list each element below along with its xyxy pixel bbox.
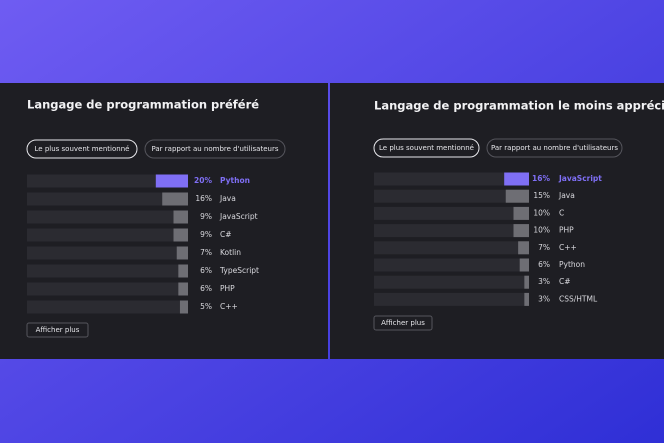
page: {"chart_data": [ {"type": "bar", "title"… bbox=[0, 0, 664, 443]
category-label: PHP bbox=[220, 284, 235, 293]
category-label: Kotlin bbox=[220, 248, 241, 257]
value-label: 5% bbox=[200, 302, 212, 311]
category-label: PHP bbox=[559, 226, 574, 235]
bar-track bbox=[27, 211, 188, 224]
value-label: 10% bbox=[533, 226, 550, 235]
bar bbox=[178, 265, 188, 278]
screenshot: Langage de programmation préféré Le plus … bbox=[0, 0, 664, 443]
value-label: 16% bbox=[195, 194, 212, 203]
bar-track bbox=[374, 259, 529, 272]
value-label: 10% bbox=[533, 208, 550, 217]
bar bbox=[524, 276, 529, 289]
value-label: 15% bbox=[533, 191, 550, 200]
value-label: 16% bbox=[532, 174, 550, 183]
category-label: JavaScript bbox=[219, 212, 258, 221]
value-label: 3% bbox=[538, 277, 550, 286]
category-label: C bbox=[559, 208, 564, 217]
value-label: 9% bbox=[200, 230, 212, 239]
value-label: 9% bbox=[200, 212, 212, 221]
category-label: C++ bbox=[559, 243, 577, 252]
value-label: 7% bbox=[200, 248, 212, 257]
tab-label[interactable]: Le plus souvent mentionné bbox=[35, 145, 130, 153]
button-label[interactable]: Afficher plus bbox=[381, 319, 425, 327]
bar bbox=[180, 301, 188, 314]
panel bbox=[330, 83, 664, 359]
bar-track bbox=[27, 229, 188, 242]
value-label: 7% bbox=[538, 243, 550, 252]
bar-track bbox=[374, 207, 529, 220]
bar-track bbox=[27, 265, 188, 278]
chart-title: Langage de programmation préféré bbox=[27, 98, 259, 112]
category-label: JavaScript bbox=[558, 174, 602, 183]
chart-title: Langage de programmation le moins appréc… bbox=[374, 99, 664, 113]
bar-track bbox=[374, 276, 529, 289]
bar bbox=[162, 193, 188, 206]
value-label: 6% bbox=[200, 266, 212, 275]
bar bbox=[156, 175, 188, 188]
value-label: 3% bbox=[538, 294, 550, 303]
bar-track bbox=[374, 241, 529, 254]
category-label: C# bbox=[559, 277, 571, 286]
value-label: 20% bbox=[194, 176, 212, 185]
bar bbox=[178, 283, 188, 296]
bar bbox=[174, 211, 188, 224]
tab-label[interactable]: Par rapport au nombre d'utilisateurs bbox=[151, 145, 278, 153]
category-label: Python bbox=[220, 176, 250, 185]
category-label: CSS/HTML bbox=[559, 294, 598, 303]
bar bbox=[177, 247, 188, 260]
category-label: C++ bbox=[220, 302, 238, 311]
bar bbox=[524, 293, 529, 306]
bar bbox=[506, 190, 529, 203]
category-label: Java bbox=[558, 191, 575, 200]
bar bbox=[520, 259, 529, 272]
button-label[interactable]: Afficher plus bbox=[36, 326, 80, 334]
value-label: 6% bbox=[538, 260, 550, 269]
category-label: C# bbox=[220, 230, 232, 239]
tab-label[interactable]: Le plus souvent mentionné bbox=[379, 144, 474, 152]
bar-track bbox=[374, 293, 529, 306]
bar-track bbox=[27, 247, 188, 260]
bar bbox=[514, 224, 530, 237]
bar-track bbox=[27, 301, 188, 314]
bar-track bbox=[374, 224, 529, 237]
category-label: Python bbox=[559, 260, 585, 269]
bar-track bbox=[27, 283, 188, 296]
bar bbox=[514, 207, 530, 220]
bar bbox=[518, 241, 529, 254]
tab-label[interactable]: Par rapport au nombre d'utilisateurs bbox=[491, 144, 618, 152]
bar bbox=[504, 173, 529, 186]
category-label: TypeScript bbox=[219, 266, 259, 275]
value-label: 6% bbox=[200, 284, 212, 293]
bar bbox=[174, 229, 188, 242]
category-label: Java bbox=[219, 194, 236, 203]
